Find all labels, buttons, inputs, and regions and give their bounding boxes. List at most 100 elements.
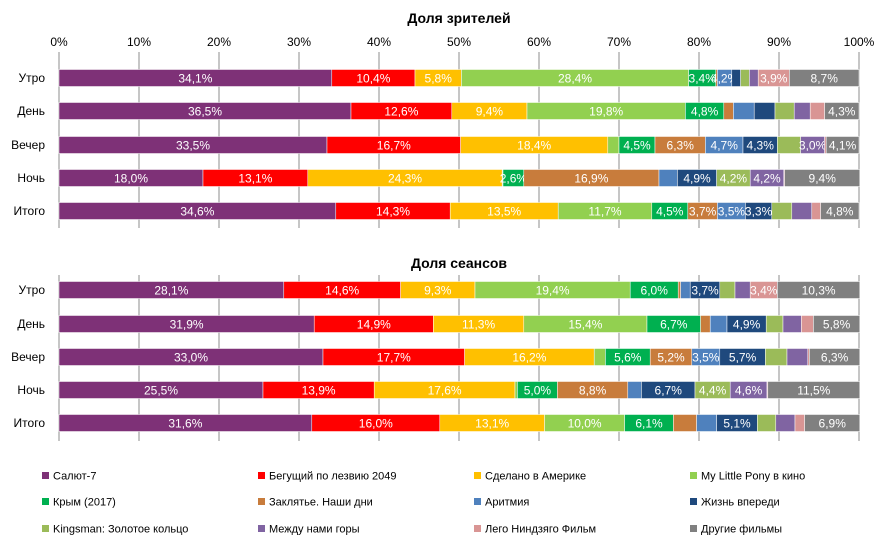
data-label: 34,1%: [178, 72, 212, 86]
data-label: 3,4%: [750, 284, 778, 298]
data-label: 18,0%: [114, 172, 148, 186]
data-label: 16,7%: [377, 139, 411, 153]
data-label: 16,0%: [359, 417, 393, 431]
bar-segment: [767, 381, 861, 399]
data-label: 14,3%: [376, 205, 410, 219]
data-label: 13,9%: [302, 384, 336, 398]
legend-swatch: [258, 498, 265, 505]
bar-segment: [804, 414, 861, 432]
bar-segment: [719, 281, 736, 299]
x-tick-label: 90%: [767, 35, 791, 49]
legend-label: Бегущий по лезвию 2049: [269, 471, 396, 483]
chart-title: Доля зрителей: [407, 10, 510, 26]
bar-segment: [811, 202, 821, 220]
data-label: 11,5%: [797, 384, 830, 398]
bar-segment: [765, 315, 784, 333]
data-label: 4,8%: [826, 205, 854, 219]
data-label: 16,2%: [512, 351, 546, 365]
data-label: 19,8%: [589, 105, 623, 119]
bar-segment: [696, 414, 717, 432]
bar-segment: [809, 348, 861, 366]
data-label: 13,5%: [487, 205, 521, 219]
category-label: Утро: [19, 283, 46, 297]
category-label: День: [17, 104, 45, 118]
bar-segment: [791, 202, 813, 220]
bar-segment: [709, 315, 728, 333]
bar-segment: [824, 102, 860, 120]
data-label: 10,4%: [356, 72, 390, 86]
bar-segment: [794, 414, 805, 432]
bar-segment: [775, 414, 796, 432]
data-label: 4,6%: [735, 384, 763, 398]
data-label: 4,2%: [720, 172, 748, 186]
bar-segment: [809, 102, 825, 120]
data-label: 36,5%: [188, 105, 222, 119]
legend-swatch: [474, 472, 481, 479]
legend-label: Жизнь впереди: [701, 497, 780, 509]
data-label: 6,7%: [660, 318, 688, 332]
chart-title: Доля сеансов: [411, 255, 507, 271]
legend-label: Сделано в Америке: [485, 471, 586, 483]
bar-segment: [753, 102, 776, 120]
data-label: 28,1%: [154, 284, 188, 298]
data-label: 4,9%: [733, 318, 761, 332]
data-label: 6,3%: [667, 139, 695, 153]
category-label: Итого: [14, 416, 46, 430]
bar-segment: [786, 348, 809, 366]
x-tick-label: 0%: [50, 35, 68, 49]
data-label: 3,3%: [745, 205, 773, 219]
bar-segment: [825, 136, 860, 154]
bar-segment: [673, 414, 697, 432]
data-label: 19,4%: [536, 284, 570, 298]
bar-segment: [607, 136, 620, 154]
data-label: 31,6%: [168, 417, 202, 431]
legend-swatch: [42, 472, 49, 479]
legend-label: Заклятье. Наши дни: [269, 497, 373, 509]
data-label: 4,2%: [753, 172, 781, 186]
data-label: 17,6%: [428, 384, 462, 398]
data-label: 3,4%: [689, 72, 717, 86]
category-label: Вечер: [11, 350, 45, 364]
legend-swatch: [474, 498, 481, 505]
data-label: 5,8%: [823, 318, 851, 332]
data-label: 3,0%: [799, 139, 827, 153]
legend-swatch: [690, 525, 697, 532]
data-label: 4,3%: [747, 139, 775, 153]
bar-segment: [593, 348, 606, 366]
data-label: 9,3%: [424, 284, 452, 298]
category-label: Ночь: [17, 383, 45, 397]
bar-segment: [777, 136, 801, 154]
data-label: 13,1%: [238, 172, 272, 186]
bar-segment: [627, 381, 642, 399]
bar-segment: [723, 102, 734, 120]
x-tick-label: 80%: [687, 35, 711, 49]
bar-segment: [777, 281, 861, 299]
data-label: 8,7%: [811, 72, 839, 86]
data-label: 14,9%: [357, 318, 391, 332]
category-label: День: [17, 317, 45, 331]
bar-segment: [820, 202, 860, 220]
category-label: Вечер: [11, 138, 45, 152]
bar-segment: [700, 315, 711, 333]
data-label: 10,0%: [568, 417, 602, 431]
legend-swatch: [42, 498, 49, 505]
category-label: Итого: [14, 204, 46, 218]
data-label: 5,6%: [614, 351, 642, 365]
x-tick-label: 70%: [607, 35, 631, 49]
x-tick-label: 60%: [527, 35, 551, 49]
data-label: 4,3%: [828, 105, 856, 119]
data-label: 3,5%: [692, 351, 720, 365]
bar-segment: [774, 102, 795, 120]
x-tick-label: 100%: [844, 35, 875, 49]
bar-segment: [731, 69, 741, 87]
legend-label: Другие фильмы: [701, 524, 782, 536]
bar-segment: [771, 202, 793, 220]
data-label: 5,8%: [425, 72, 453, 86]
legend-label: Салют-7: [53, 471, 96, 483]
data-label: 9,4%: [476, 105, 504, 119]
x-tick-label: 40%: [367, 35, 391, 49]
bar-segment: [514, 381, 518, 399]
legend-label: Kingsman: Золотое кольцо: [53, 524, 188, 536]
x-tick-label: 10%: [127, 35, 151, 49]
